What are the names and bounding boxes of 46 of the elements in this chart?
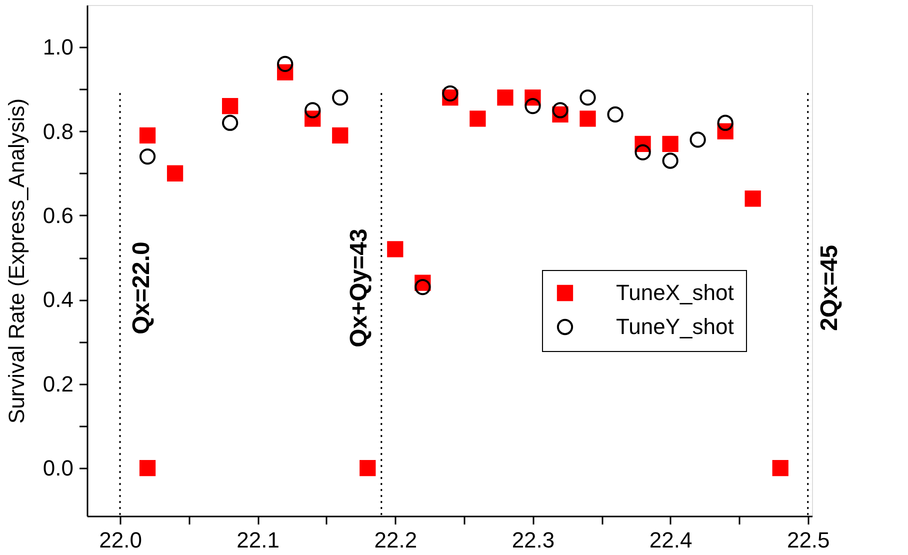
- point: [277, 56, 294, 72]
- y-tick-label: 1.0: [42, 34, 74, 60]
- point: [524, 98, 541, 114]
- point: [139, 148, 156, 165]
- point: [580, 110, 596, 127]
- x-tick-label: 22.2: [374, 528, 418, 552]
- point: [690, 132, 706, 148]
- point: [497, 90, 514, 106]
- x-tick-label: 22.0: [99, 528, 142, 552]
- x-tick-label: 22.5: [786, 528, 830, 552]
- point: [717, 114, 734, 131]
- point: [360, 460, 376, 476]
- point: [166, 165, 184, 182]
- point: [442, 85, 458, 102]
- point: [470, 110, 486, 127]
- y-tick-label: 0.6: [42, 202, 74, 228]
- point: [304, 102, 321, 118]
- point: [744, 190, 761, 207]
- point: [139, 127, 156, 144]
- annotation: Qx+Qy=43: [345, 228, 372, 348]
- point: [387, 241, 404, 258]
- point: [634, 144, 651, 160]
- point: [222, 98, 238, 114]
- point: [222, 114, 238, 131]
- point: [332, 90, 348, 106]
- point: [552, 102, 568, 118]
- point: [580, 90, 596, 106]
- point: [662, 152, 678, 169]
- point: [414, 278, 431, 296]
- y-tick-label: 0.0: [42, 456, 74, 481]
- annotation: Qx=22.0: [128, 242, 156, 334]
- point: [662, 136, 678, 152]
- x-tick-label: 22.4: [649, 528, 692, 552]
- text: 2Qx=45: [816, 244, 843, 332]
- legend-label: TuneX_shot: [616, 280, 734, 305]
- legend-label: TuneY_shot: [616, 314, 734, 339]
- point: [607, 106, 624, 122]
- point: [772, 460, 788, 476]
- y-axis-title: Survival Rate (Express_Analysis): [4, 98, 29, 424]
- y-tick-label: 0.2: [42, 371, 74, 396]
- x-tick-label: 22.1: [236, 528, 280, 552]
- point: [139, 460, 156, 476]
- y-tick-label: 0.4: [42, 287, 74, 312]
- x-tick-label: 22.3: [512, 528, 555, 552]
- y-tick-label: 0.8: [42, 118, 74, 144]
- point: [332, 127, 348, 144]
